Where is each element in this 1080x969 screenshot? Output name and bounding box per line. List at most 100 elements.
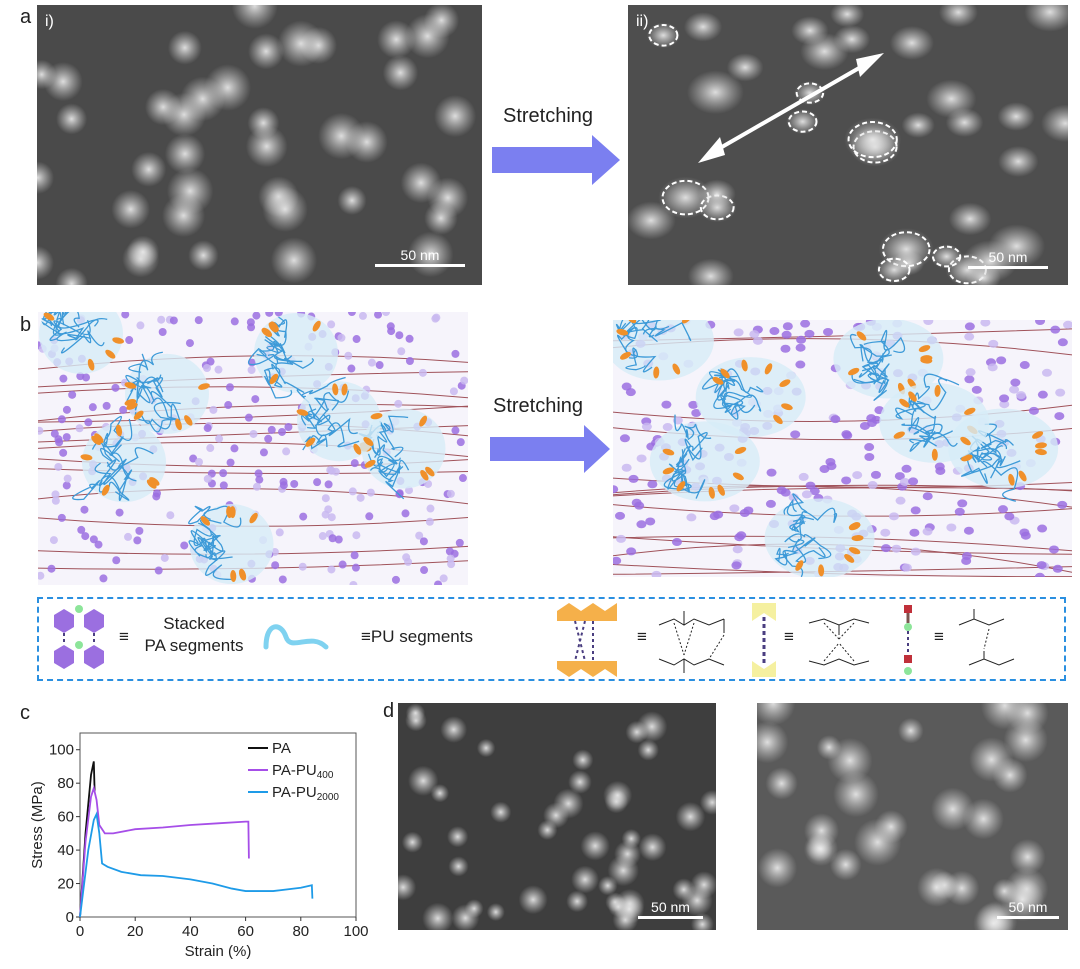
polymer-chain [38,403,468,422]
pa-segment [615,511,626,520]
pa-segment [671,538,682,547]
pa-segment [749,330,760,339]
pu-domain [124,351,210,434]
pa-segment [1054,412,1065,421]
pa-segment [631,498,642,507]
pu-domain [649,414,760,502]
pa-segment [189,454,198,463]
pa-segment [347,364,356,373]
nanodomain [833,771,879,818]
nanodomain [476,738,496,758]
pa-segment [381,312,390,317]
pa-segment [1057,338,1068,347]
stretch-arrow-icon [490,425,610,473]
pu-segments-label: ≡PU segments [361,627,473,647]
pa-segment [922,527,933,536]
pa-segment [275,528,284,537]
pa-segment [76,372,85,381]
pa-segment [203,424,212,433]
pa-segment [796,335,807,344]
urea-hbond-structure [808,618,870,666]
stretching-label-a: Stretching [503,105,594,127]
pa-segment [57,513,66,522]
domain-outline [881,231,931,268]
x-tick-label: 40 [182,923,199,940]
polymer-chain [38,371,468,388]
plot-frame [79,732,357,918]
pa-segment [636,454,647,463]
nanodomain [55,267,88,285]
stress-strain-chart: 0 20 40 60 80 100 0 20 40 60 80 100 Strain (%) Stress… [29,732,369,960]
pa-segment [923,320,934,326]
pa-segment [766,468,777,477]
series-line-PA-PU2000 [79,811,314,918]
equiv-symbol: ≡ [361,627,371,646]
nanodomain [1003,717,1048,763]
pa-segment [209,405,218,414]
nanodomain [277,20,325,67]
pa-segment [458,474,467,483]
equiv-symbol: ≡ [784,627,794,646]
pa-segment [895,496,906,505]
pa-segment [688,400,699,409]
pa-segment [765,499,776,508]
pa-segment [51,496,60,505]
pa-segment [75,424,84,433]
pa-segment [180,541,189,550]
pa-segment [988,339,999,348]
nanodomain [408,765,439,796]
pa-segment [350,459,359,468]
scale-bar: 50 nm [375,247,465,267]
pa-segment [352,531,361,540]
nanodomain [625,720,649,744]
pa-segment [279,481,288,490]
pa-segment [455,538,464,547]
nanodomain [607,854,639,887]
pa-segment [405,357,414,366]
pa-segment [456,438,465,447]
tem-image-unstretched: i) 50 nm [37,5,482,285]
y-tick-label: 60 [57,809,74,826]
stacked-pa-segments-label: Stacked PA segments [139,613,249,657]
pa-segment [313,478,322,487]
pu-domain [247,312,338,404]
pa-segment [133,536,142,545]
pa-segment [795,360,806,369]
pa-segment [206,444,215,453]
nanodomain [518,885,548,915]
pa-segment [996,356,1007,365]
nanodomain [568,770,592,794]
stretching-label-b: Stretching [493,395,584,417]
pa-segment [115,508,124,517]
pa-segment [446,554,455,563]
pa-segment [194,458,203,467]
pa-segment [781,330,792,339]
pa-segment [225,383,234,392]
pa-segment [327,565,336,574]
panel-label-a: a [20,6,32,28]
x-tick-label: 0 [76,923,84,940]
pa-segment [1057,500,1068,509]
nanodomain [791,16,829,45]
pa-segment [769,327,780,336]
pa-segment [1037,390,1048,399]
nanodomain [757,721,789,764]
equiv-symbol: ≡ [119,627,129,646]
pa-segment [867,481,878,490]
pa-segment [80,505,89,514]
pa-segment [251,395,260,404]
nanodomain [829,848,862,881]
nanodomain [270,237,318,284]
pa-segment [344,351,353,360]
label-line: Stacked [163,614,225,633]
pa-segment [964,332,975,341]
pa-segment [888,512,899,521]
domain-outline [847,121,898,159]
pa-segment [613,485,619,494]
pa-segment [366,488,375,497]
pa-segment [709,512,720,521]
pa-segment [318,532,327,541]
pa-segment [350,551,359,560]
scale-bar: 50 nm [997,899,1059,919]
pa-segment [321,494,330,503]
